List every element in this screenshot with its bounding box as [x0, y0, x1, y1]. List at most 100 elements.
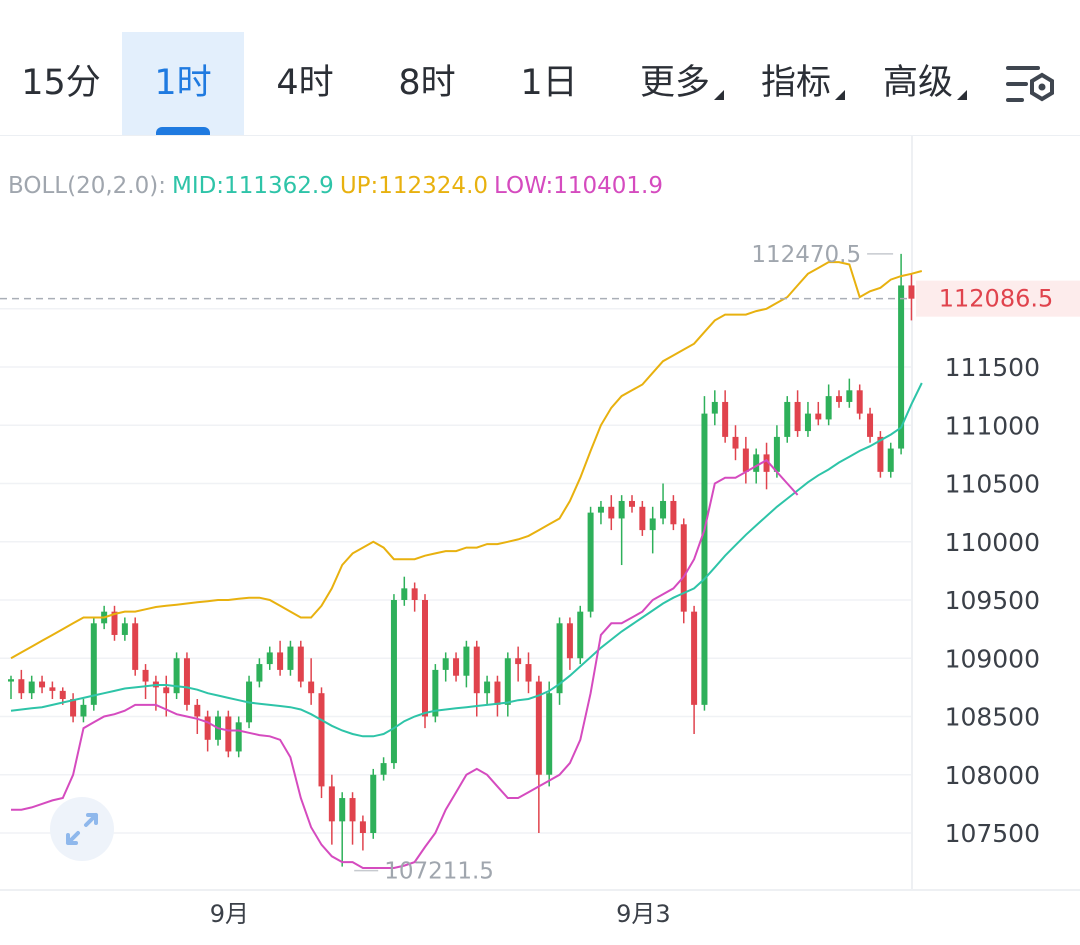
price-tick-label: 108000 — [945, 761, 1040, 790]
expand-icon — [66, 813, 98, 845]
candle-body — [784, 401, 791, 437]
candle-body — [39, 681, 46, 688]
boll-middle-band — [10, 382, 923, 738]
candle — [308, 658, 315, 705]
candle — [887, 442, 894, 478]
dropdown-label: 高级 — [882, 63, 953, 103]
candle — [587, 506, 594, 618]
candle-body — [194, 704, 201, 717]
candlestick-chart-area[interactable]: 111500 111000 110500 110000 109500 109000 1085… — [0, 136, 1080, 941]
candle — [80, 699, 87, 723]
candle — [266, 646, 273, 670]
candle — [877, 431, 884, 478]
time-axis: 9月 9月3 — [210, 900, 671, 928]
candle — [422, 594, 428, 729]
candle — [577, 605, 584, 665]
tab-label: 15分 — [21, 63, 101, 103]
candle — [608, 495, 615, 531]
candle-body — [680, 524, 687, 612]
candle — [898, 253, 905, 455]
candle-body — [318, 693, 325, 787]
candle-body — [204, 716, 211, 740]
candle-body — [618, 500, 625, 519]
price-tick-label: 107500 — [945, 819, 1040, 848]
candle-body — [825, 396, 832, 420]
fullscreen-button[interactable] — [50, 797, 114, 861]
tab-15min[interactable]: 15分 — [0, 32, 122, 135]
chart-settings-button[interactable] — [1000, 62, 1060, 110]
price-tick-label: 111500 — [945, 353, 1040, 382]
candle-body — [49, 687, 56, 691]
price-axis: 111500 111000 110500 110000 109500 109000 1085… — [945, 353, 1040, 848]
boll-legend-up: UP:112324.0 — [339, 173, 489, 199]
price-tick-label: 109500 — [945, 586, 1040, 615]
candle — [701, 396, 708, 711]
candle — [432, 664, 439, 723]
tab-1d[interactable]: 1日 — [488, 32, 610, 135]
active-tab-indicator — [156, 127, 210, 135]
candle-body — [339, 798, 346, 822]
candle-body — [732, 436, 739, 449]
candle-body — [908, 285, 915, 299]
price-tick-label: 108500 — [945, 703, 1040, 732]
candle — [836, 390, 842, 408]
candle-body — [556, 623, 563, 694]
candle-body — [432, 669, 439, 717]
indicators-dropdown[interactable]: 指标 — [744, 32, 862, 135]
candle — [535, 675, 542, 833]
candle-body — [225, 716, 232, 752]
candle-body — [742, 448, 749, 472]
boll-legend-low: LOW:110401.9 — [494, 173, 664, 199]
dropdown-label: 指标 — [760, 63, 831, 103]
candle-body — [525, 664, 532, 682]
candle-body — [349, 798, 356, 822]
more-dropdown[interactable]: 更多 — [618, 32, 746, 135]
candle-body — [8, 679, 14, 682]
candle — [773, 425, 780, 478]
tab-8h[interactable]: 8时 — [366, 32, 488, 135]
candle-body — [442, 658, 449, 670]
candle-body — [566, 623, 573, 659]
tab-1h[interactable]: 1时 — [122, 32, 244, 135]
candle-body — [90, 623, 97, 705]
candle-body — [515, 658, 522, 665]
candle — [546, 681, 553, 787]
candle-body — [846, 390, 853, 402]
candle-body — [121, 623, 128, 635]
candle-body — [401, 588, 408, 600]
candle — [711, 390, 718, 426]
candle — [463, 640, 470, 688]
advanced-dropdown[interactable]: 高级 — [866, 32, 984, 135]
candle-body — [815, 413, 822, 420]
candle — [484, 675, 491, 705]
candle — [453, 652, 460, 682]
candle — [111, 605, 118, 641]
candle-body — [235, 722, 242, 752]
candle — [566, 617, 573, 670]
tab-label: 1时 — [154, 63, 212, 103]
candle-body — [587, 512, 594, 612]
candle-body — [577, 611, 584, 659]
candle — [318, 687, 325, 799]
price-markers: 112086.5 112470.5 107211.5 — [0, 242, 1080, 885]
boll-legend-title: BOLL(20,2.0): — [8, 173, 166, 199]
candle — [235, 716, 242, 758]
dropdown-caret-icon — [957, 90, 967, 100]
candle — [204, 710, 211, 752]
tab-label: 1日 — [520, 63, 578, 103]
candle-body — [722, 401, 729, 437]
candle — [359, 815, 366, 851]
candle — [825, 384, 832, 426]
candle-body — [794, 401, 801, 432]
candle — [225, 710, 232, 758]
candle-body — [28, 681, 35, 694]
candle-body — [163, 687, 170, 694]
candle-body — [59, 690, 66, 700]
candle — [846, 378, 853, 408]
candle — [380, 757, 387, 781]
candle-body — [277, 652, 284, 670]
tab-4h[interactable]: 4时 — [244, 32, 366, 135]
candle — [18, 669, 25, 700]
candlestick-chart[interactable]: 111500 111000 110500 110000 109500 109000 1085… — [0, 136, 1080, 941]
candle — [132, 617, 139, 676]
